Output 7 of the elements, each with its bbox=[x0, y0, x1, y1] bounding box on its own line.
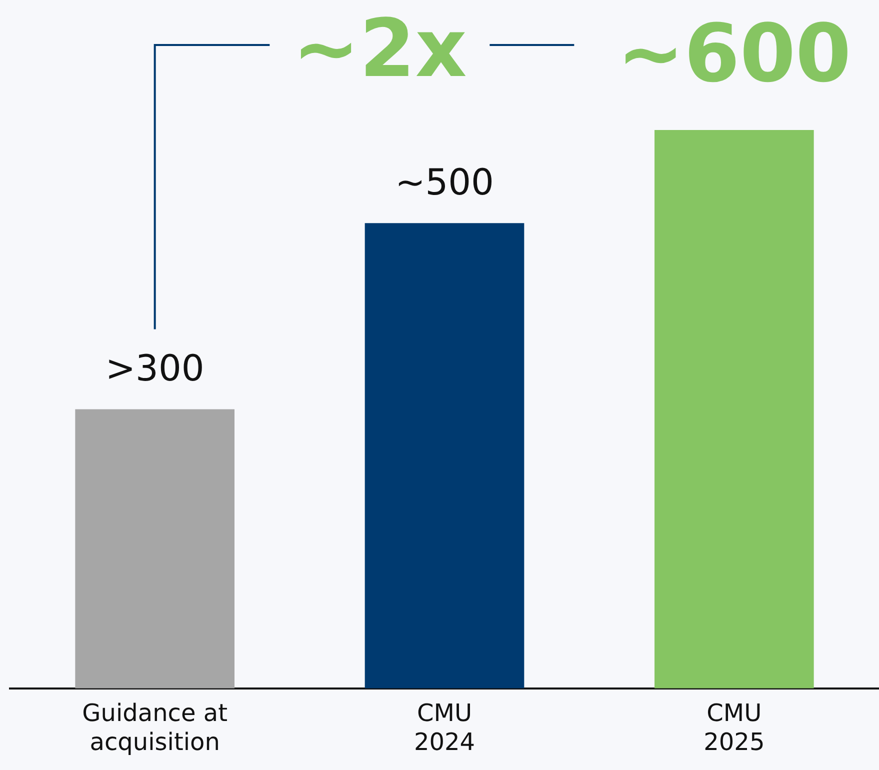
x-tick-label: CMU 2024 bbox=[414, 699, 476, 756]
x-tick-label: CMU 2025 bbox=[704, 699, 765, 756]
data-label: ~500 bbox=[395, 162, 494, 204]
x-tick-label: Guidance at acquisition bbox=[82, 699, 228, 756]
text: ~2x bbox=[292, 2, 467, 95]
data-label: ~600 bbox=[617, 6, 852, 100]
data-label: >300 bbox=[105, 348, 204, 390]
